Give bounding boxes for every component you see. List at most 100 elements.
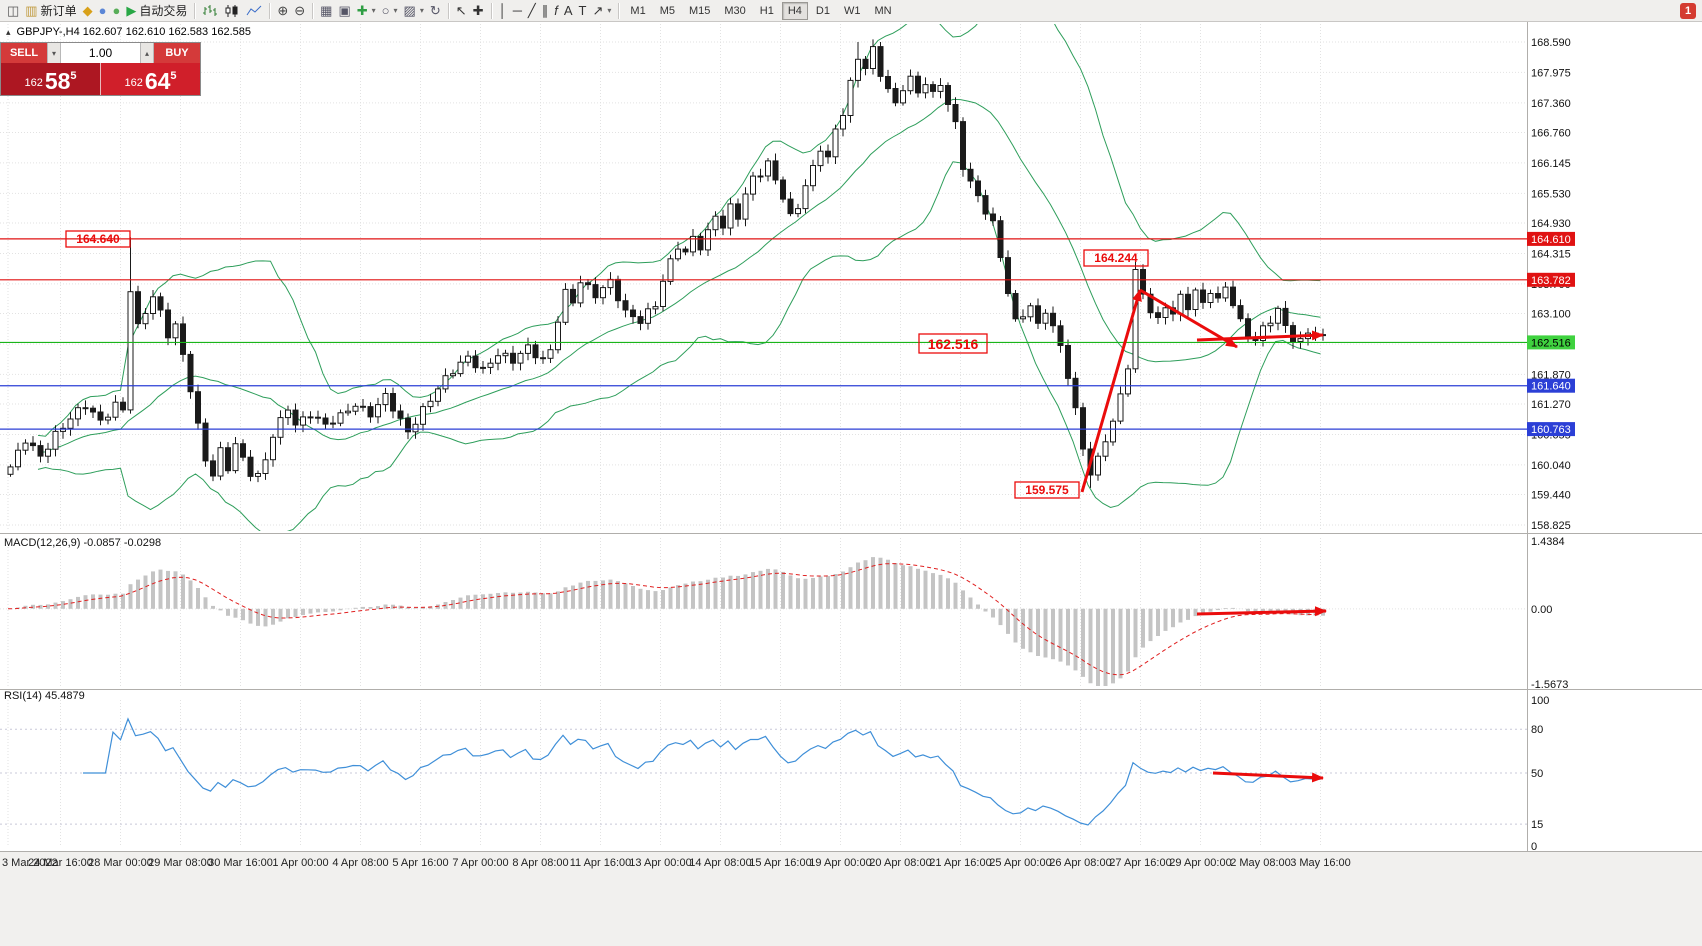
- channel-button[interactable]: ∥: [539, 2, 552, 20]
- timeframe-h1-button[interactable]: H1: [759, 4, 774, 17]
- sell-button[interactable]: SELL: [1, 43, 47, 63]
- time-axis-strip: [0, 852, 1702, 946]
- templates-icon: ▨: [403, 2, 416, 18]
- rsi-line: [83, 717, 1321, 826]
- svg-text:30 Mar 16:00: 30 Mar 16:00: [208, 857, 273, 869]
- arrows-button-dropdown[interactable]: ▾: [607, 6, 612, 15]
- svg-text:4 Apr 08:00: 4 Apr 08:00: [332, 857, 388, 869]
- bid-price[interactable]: 162 58 5: [1, 63, 100, 95]
- zoom-in-button[interactable]: ⊕: [274, 2, 291, 20]
- label-icon: T: [578, 2, 587, 18]
- price-badge-162.516: 162.516: [1527, 335, 1575, 350]
- fibonacci-icon: f: [554, 2, 558, 18]
- svg-text:164.640: 164.640: [76, 232, 120, 246]
- crosshair-button[interactable]: ✚: [470, 2, 487, 20]
- cursor-icon: ↖: [455, 2, 467, 18]
- indicators-button[interactable]: ✚ ▾: [354, 2, 379, 20]
- trendline-button[interactable]: ╱: [525, 2, 539, 20]
- svg-text:26 Apr 08:00: 26 Apr 08:00: [1049, 857, 1111, 869]
- indicators-button-dropdown[interactable]: ▾: [371, 6, 376, 15]
- templates-button-dropdown[interactable]: ▾: [419, 6, 424, 15]
- trend-arrow-5[interactable]: [1212, 771, 1324, 783]
- label-button[interactable]: T: [576, 2, 590, 20]
- indicators-icon: ✚: [356, 2, 368, 18]
- price-annotation-164.640[interactable]: 164.640: [65, 230, 131, 248]
- ask-price[interactable]: 162 64 5: [100, 63, 200, 95]
- zoom-out-button[interactable]: ⊖: [291, 2, 308, 20]
- ask-pips: 64: [144, 68, 171, 94]
- buy-button[interactable]: BUY: [154, 43, 200, 63]
- refresh-button[interactable]: ↻: [427, 2, 444, 20]
- fibonacci-button[interactable]: f: [551, 2, 561, 20]
- price-annotation-159.575[interactable]: 159.575: [1014, 481, 1080, 499]
- timeframe-m30-button[interactable]: M30: [724, 4, 746, 17]
- candlestick-chart-button[interactable]: [221, 2, 243, 20]
- svg-text:158.825: 158.825: [1531, 520, 1571, 532]
- cascade-windows-button[interactable]: ▣: [335, 2, 353, 20]
- svg-text:0.00: 0.00: [1531, 604, 1552, 616]
- horizontal-line-button[interactable]: ─: [510, 2, 525, 20]
- svg-text:25 Apr 00:00: 25 Apr 00:00: [989, 857, 1051, 869]
- bar-chart-button[interactable]: [199, 2, 221, 20]
- volume-up-button[interactable]: ▴: [140, 43, 154, 63]
- metaeditor-button[interactable]: ◆: [80, 2, 96, 20]
- volume-input[interactable]: [61, 43, 140, 63]
- trend-arrow-1[interactable]: [1080, 289, 1142, 493]
- svg-text:15: 15: [1531, 819, 1543, 831]
- text-button[interactable]: A: [561, 2, 576, 20]
- trend-arrow-3[interactable]: [1196, 330, 1324, 342]
- new-chart-button[interactable]: ◫: [4, 2, 22, 20]
- svg-text:164.315: 164.315: [1531, 248, 1571, 260]
- svg-text:163.782: 163.782: [1531, 275, 1571, 287]
- timeframe-d1-button[interactable]: D1: [815, 4, 830, 17]
- svg-text:1 Apr 00:00: 1 Apr 00:00: [272, 857, 328, 869]
- timeframe-h4-button[interactable]: H4: [781, 1, 808, 20]
- svg-text:159.440: 159.440: [1531, 490, 1571, 502]
- timeframe-mn-button[interactable]: MN: [874, 4, 892, 17]
- svg-text:163.100: 163.100: [1531, 309, 1571, 321]
- cascade-windows-icon: ▣: [338, 2, 351, 18]
- price-annotation-164.244[interactable]: 164.244: [1083, 249, 1149, 267]
- line-chart-button[interactable]: [243, 2, 265, 20]
- svg-text:-1.5673: -1.5673: [1531, 679, 1568, 691]
- trendline-icon: ╱: [527, 2, 536, 18]
- periods-button[interactable]: ○ ▾: [379, 2, 401, 20]
- new-order-button[interactable]: ▥ 新订单: [22, 2, 79, 20]
- timeframe-m1-button[interactable]: M1: [630, 4, 646, 17]
- arrows-button[interactable]: ↗ ▾: [590, 2, 615, 20]
- line-chart-icon: [246, 5, 262, 15]
- rsi-label: RSI(14) 45.4879: [4, 690, 85, 702]
- svg-text:100: 100: [1531, 695, 1549, 707]
- autotrading-button[interactable]: ▶ 自动交易: [123, 2, 190, 20]
- price-annotation-162.516[interactable]: 162.516: [918, 333, 988, 354]
- periods-icon: ○: [381, 2, 390, 18]
- timeframe-w1-button[interactable]: W1: [843, 4, 861, 17]
- cursor-button[interactable]: ↖: [453, 2, 470, 20]
- periods-button-dropdown[interactable]: ▾: [393, 6, 398, 15]
- candles-layer: [7, 39, 1326, 488]
- svg-text:50: 50: [1531, 768, 1543, 780]
- bars-chart-icon: [203, 4, 218, 16]
- symbol-marker-icon: ▴: [6, 26, 11, 37]
- svg-text:165.530: 165.530: [1531, 188, 1571, 200]
- timeframe-m5-button[interactable]: M5: [659, 4, 675, 17]
- vertical-line-button[interactable]: │: [496, 2, 510, 20]
- templates-button[interactable]: ▨ ▾: [401, 2, 427, 20]
- trend-arrow-4[interactable]: [1196, 606, 1327, 617]
- volume-down-button[interactable]: ▾: [47, 43, 61, 63]
- notifications-badge[interactable]: 1: [1680, 2, 1696, 19]
- tile-windows-button[interactable]: ▦: [317, 2, 335, 20]
- macd-signal-line: [7, 563, 1321, 676]
- market-watch-button[interactable]: ●: [96, 2, 110, 20]
- timeframe-m15-button[interactable]: M15: [688, 4, 711, 17]
- toolbar-separator: [447, 2, 449, 19]
- strategy-tester-button[interactable]: ●: [109, 2, 123, 20]
- autotrading-icon: ▶: [126, 2, 137, 18]
- new-chart-icon: ◫: [7, 2, 20, 18]
- trend-arrow-2[interactable]: [1139, 288, 1238, 349]
- vertical-line-icon: │: [498, 2, 507, 18]
- price-badge-161.640: 161.640: [1527, 378, 1575, 393]
- zoom-out-icon: ⊖: [294, 2, 306, 18]
- svg-text:2 May 08:00: 2 May 08:00: [1230, 857, 1291, 869]
